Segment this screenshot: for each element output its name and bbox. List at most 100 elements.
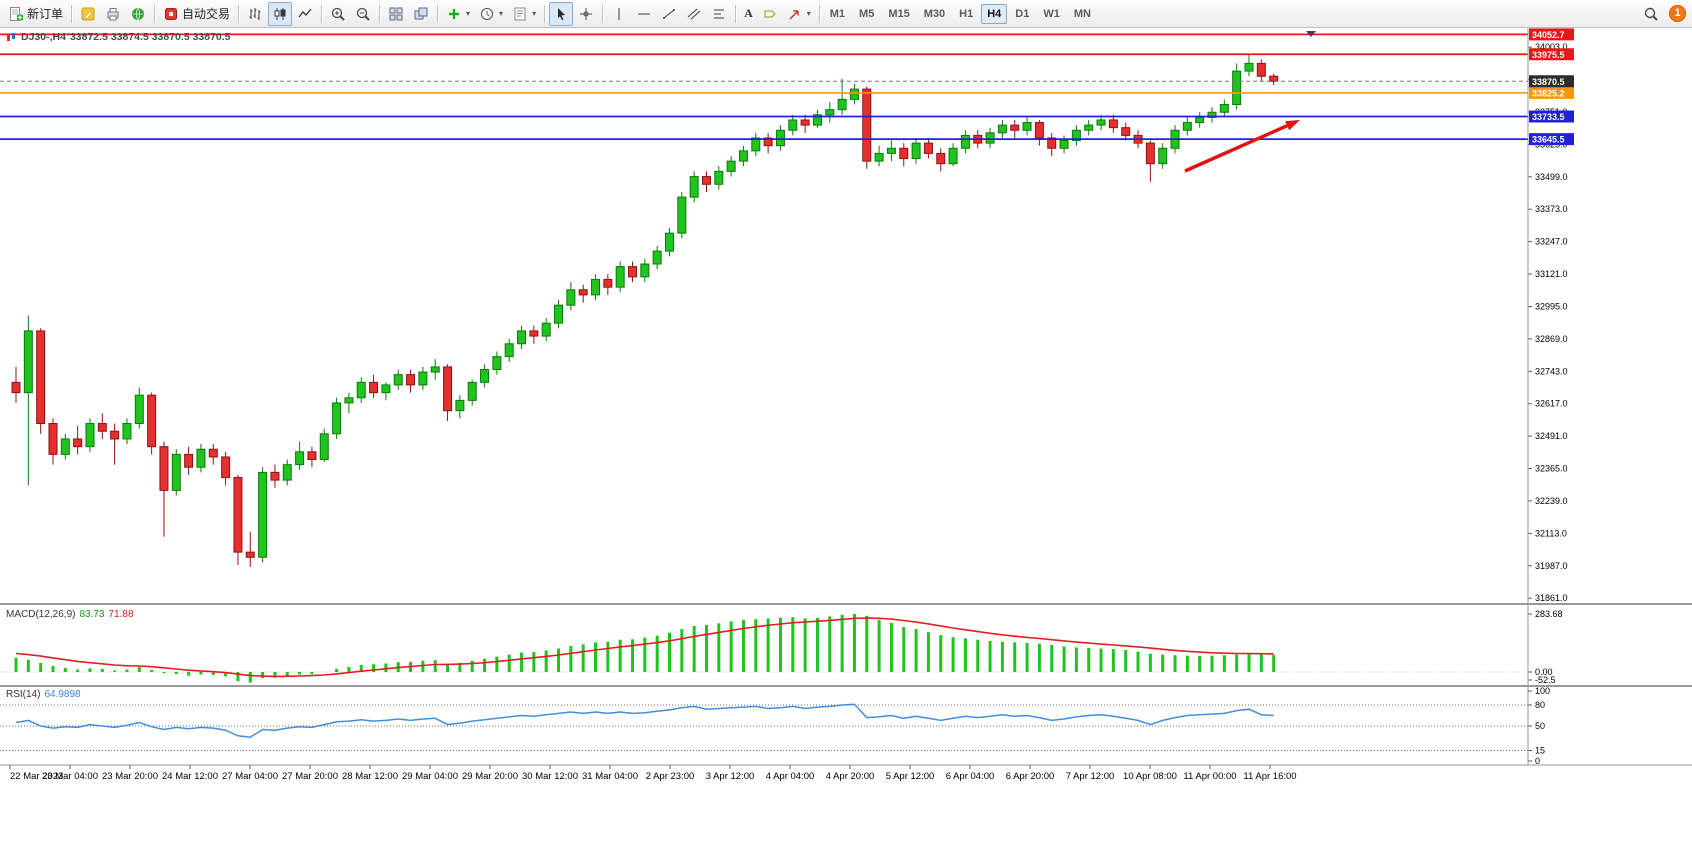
candles-layer (11, 54, 1279, 567)
label-tag-icon (764, 10, 776, 17)
timeframe-MN[interactable]: MN (1073, 7, 1091, 20)
macd-panel: 283.68 0.00-52.5 (0, 609, 1563, 685)
notification-badge[interactable]: 1 (1669, 5, 1686, 22)
new-order-button[interactable]: 新订单 (4, 2, 67, 26)
line-chart-icon (298, 8, 312, 17)
tile-windows-icon (389, 7, 403, 20)
svg-text:23 Mar 20:00: 23 Mar 20:00 (102, 771, 158, 782)
channel-tool-button[interactable] (682, 2, 706, 26)
svg-text:27 Mar 20:00: 27 Mar 20:00 (282, 771, 338, 782)
rsi-panel: 100 80 50 150 (0, 686, 1550, 766)
svg-text:2 Apr 23:00: 2 Apr 23:00 (646, 771, 695, 782)
fibonacci-tool-button[interactable] (707, 2, 731, 26)
print-button[interactable] (101, 2, 125, 26)
svg-text:50: 50 (1535, 721, 1545, 731)
timeframe-M5[interactable]: M5 (859, 7, 875, 20)
community-button[interactable] (126, 2, 150, 26)
svg-text:34003.0: 34003.0 (1535, 42, 1568, 52)
timeframe-M1[interactable]: M1 (829, 7, 846, 20)
svg-text:4 Apr 20:00: 4 Apr 20:00 (826, 771, 875, 782)
shapes-tool-button[interactable]: ▾ (783, 2, 815, 26)
svg-text:33247.0: 33247.0 (1535, 237, 1568, 247)
svg-text:31861.0: 31861.0 (1535, 593, 1568, 603)
panel-separators[interactable] (0, 28, 1692, 766)
toolbar-separator (437, 4, 439, 23)
svg-text:-52.5: -52.5 (1535, 675, 1556, 685)
svg-text:29 Mar 20:00: 29 Mar 20:00 (462, 771, 518, 782)
svg-text:6 Apr 20:00: 6 Apr 20:00 (1006, 771, 1055, 782)
search-button[interactable] (1639, 2, 1663, 26)
svg-text:34052.7: 34052.7 (1532, 30, 1565, 40)
globe-icon (132, 7, 145, 20)
svg-text:10 Apr 08:00: 10 Apr 08:00 (1123, 771, 1177, 782)
svg-text:80: 80 (1535, 700, 1545, 710)
rsi-value: 64.9898 (44, 689, 81, 700)
crosshair-button[interactable] (574, 2, 598, 26)
search-icon (1644, 7, 1658, 21)
vertical-line-icon (618, 7, 620, 20)
timeframe-M15[interactable]: M15 (888, 7, 910, 20)
toolbar-separator (818, 4, 820, 23)
price-badges: 34052.7 33975.5 33825.2 33733.5 33645.5 33870… (1529, 28, 1574, 146)
candlestick-icon (274, 7, 286, 20)
vertical-line-tool-button[interactable] (607, 2, 631, 26)
timeframe-H4[interactable]: H4 (981, 3, 1008, 24)
bar-chart-button[interactable] (243, 2, 267, 26)
toolbar-separator (71, 4, 73, 23)
indicators-dropdown-caret[interactable]: ▾ (466, 9, 471, 18)
cascade-windows-button[interactable] (409, 2, 433, 26)
clock-icon (481, 7, 494, 20)
arrow-annotation[interactable] (1184, 120, 1300, 173)
svg-text:33373.0: 33373.0 (1535, 204, 1568, 214)
svg-text:27 Mar 04:00: 27 Mar 04:00 (222, 771, 278, 782)
timeframe-W1[interactable]: W1 (1043, 7, 1060, 20)
svg-text:0: 0 (1535, 756, 1540, 766)
timeframe-M30[interactable]: M30 (923, 7, 946, 20)
toolbar-separator (321, 4, 323, 23)
cursor-button[interactable] (549, 1, 574, 26)
periods-dropdown-caret[interactable]: ▾ (499, 9, 504, 18)
svg-text:5 Apr 12:00: 5 Apr 12:00 (886, 771, 935, 782)
text-tool-button[interactable]: A (740, 2, 757, 26)
svg-text:32995.0: 32995.0 (1535, 301, 1568, 311)
price-chart-canvas[interactable]: 34003.033877.033751.033625.033499.033373… (0, 28, 1692, 850)
svg-text:15: 15 (1535, 746, 1545, 756)
channel-icon (687, 8, 701, 19)
indicators-button[interactable]: ▾ (442, 2, 474, 26)
svg-text:11 Apr 16:00: 11 Apr 16:00 (1243, 771, 1296, 782)
templates-dropdown-caret[interactable]: ▾ (532, 9, 537, 18)
chart-title-ohlc: 33872.5 33874.5 33870.5 33870.5 (69, 31, 231, 43)
svg-text:33870.5: 33870.5 (1532, 77, 1565, 87)
svg-text:32113.0: 32113.0 (1535, 528, 1567, 538)
periods-button[interactable]: ▾ (475, 2, 507, 26)
autotrading-button[interactable]: 自动交易 (159, 2, 234, 26)
macd-main-value: 83.73 (79, 609, 105, 620)
svg-text:32365.0: 32365.0 (1535, 464, 1568, 474)
horizontal-line-tool-button[interactable] (632, 2, 656, 26)
metaeditor-button[interactable] (76, 2, 100, 26)
timeframe-H1[interactable]: H1 (959, 7, 974, 20)
autotrading-icon (165, 7, 178, 20)
trendline-tool-button[interactable] (657, 2, 681, 26)
cursor-icon (558, 7, 566, 20)
line-chart-button[interactable] (293, 2, 317, 26)
macd-signal-value: 71.88 (108, 609, 134, 620)
label-tool-button[interactable] (758, 2, 782, 26)
candlestick-chart-button[interactable] (268, 1, 293, 26)
drawn-horizontal-lines[interactable] (0, 33, 1528, 140)
tile-windows-button[interactable] (384, 2, 408, 26)
svg-text:31 Mar 04:00: 31 Mar 04:00 (582, 771, 638, 782)
shapes-dropdown-caret[interactable]: ▾ (806, 9, 811, 18)
zoom-in-button[interactable] (326, 2, 350, 26)
svg-text:30 Mar 12:00: 30 Mar 12:00 (522, 771, 578, 782)
zoom-in-icon (331, 7, 345, 21)
timeframe-D1[interactable]: D1 (1015, 7, 1030, 20)
templates-button[interactable]: ▾ (508, 2, 540, 26)
rsi-name: RSI(14) (6, 689, 41, 700)
toolbar-right-group: 1 (1639, 2, 1688, 26)
zoom-out-button[interactable] (351, 2, 375, 26)
chart-title: DJ30-,H4 33872.5 33874.5 33870.5 33870.5 (6, 31, 231, 43)
text-tool-icon: A (744, 6, 753, 20)
